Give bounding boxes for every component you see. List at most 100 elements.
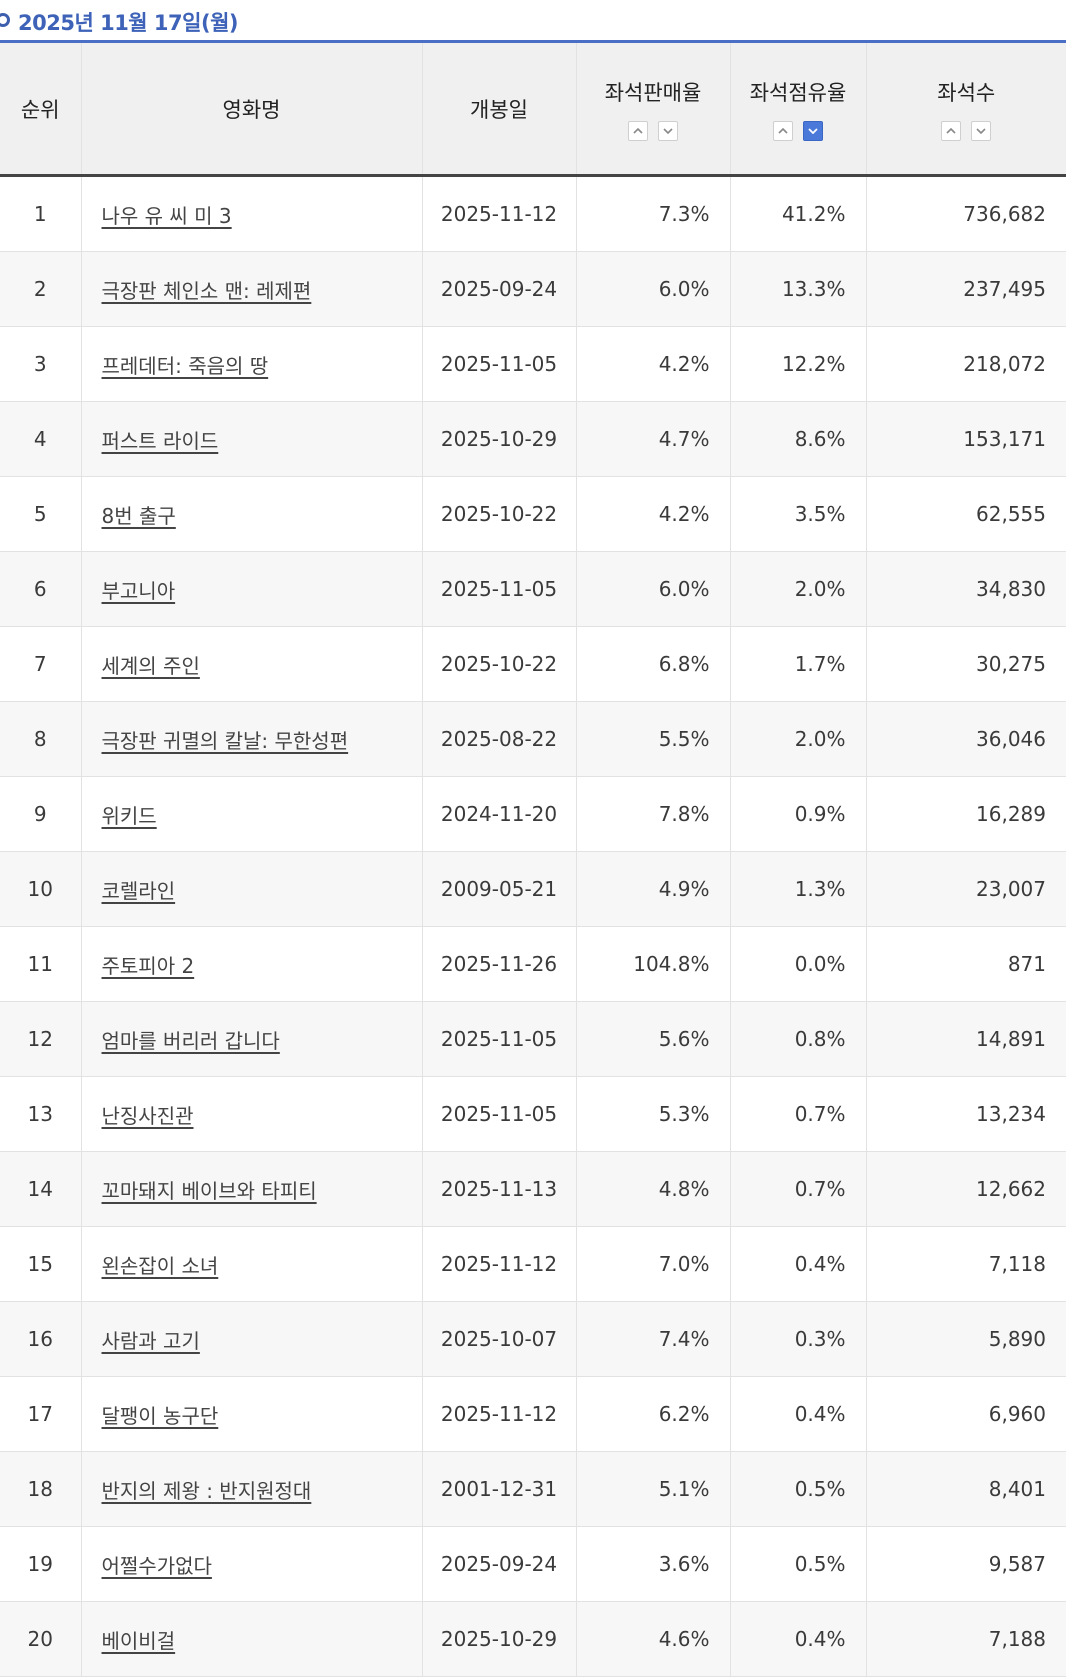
share-rate-cell: 3.5%: [730, 477, 866, 552]
movie-title-link[interactable]: 부고니아: [102, 579, 176, 603]
seats-cell: 7,188: [866, 1602, 1066, 1677]
sales-rate-cell: 4.2%: [576, 477, 730, 552]
share-rate-cell: 1.7%: [730, 627, 866, 702]
movie-title-link[interactable]: 프레데터: 죽음의 땅: [102, 354, 269, 378]
sales-rate-cell: 6.0%: [576, 252, 730, 327]
movie-title-link[interactable]: 베이비걸: [102, 1629, 176, 1653]
seats-cell: 13,234: [866, 1077, 1066, 1152]
rank-cell: 15: [0, 1227, 81, 1302]
share-rate-cell: 0.4%: [730, 1377, 866, 1452]
movie-title-link[interactable]: 사람과 고기: [102, 1329, 200, 1353]
column-label: 순위: [0, 94, 81, 124]
release-date-cell: 2025-11-26: [422, 927, 576, 1002]
sort-asc-button[interactable]: [628, 121, 648, 141]
date-header: 2025년 11월 17일(월): [0, 0, 1066, 40]
share-rate-cell: 41.2%: [730, 176, 866, 252]
share-rate-cell: 12.2%: [730, 327, 866, 402]
share-rate-cell: 0.4%: [730, 1227, 866, 1302]
movie-title-link[interactable]: 8번 출구: [102, 504, 176, 528]
movie-title-link[interactable]: 꼬마돼지 베이브와 타피티: [102, 1179, 317, 1203]
release-date-cell: 2025-11-05: [422, 552, 576, 627]
sales-rate-cell: 6.8%: [576, 627, 730, 702]
rank-cell: 12: [0, 1002, 81, 1077]
movie-title-link[interactable]: 주토피아 2: [102, 954, 195, 978]
seats-cell: 6,960: [866, 1377, 1066, 1452]
share-rate-cell: 0.5%: [730, 1527, 866, 1602]
title-cell: 8번 출구: [81, 477, 422, 552]
sort-asc-button[interactable]: [773, 121, 793, 141]
sales-rate-cell: 4.6%: [576, 1602, 730, 1677]
sales-rate-cell: 7.4%: [576, 1302, 730, 1377]
share-rate-cell: 1.3%: [730, 852, 866, 927]
title-cell: 나우 유 씨 미 3: [81, 176, 422, 252]
chevron-up-icon: [946, 128, 956, 134]
movie-title-link[interactable]: 왼손잡이 소녀: [102, 1254, 219, 1278]
movie-title-link[interactable]: 극장판 귀멸의 칼날: 무한성편: [102, 729, 349, 753]
rank-cell: 7: [0, 627, 81, 702]
movie-title-link[interactable]: 코렐라인: [102, 879, 176, 903]
release-date-cell: 2025-11-12: [422, 1227, 576, 1302]
rank-cell: 4: [0, 402, 81, 477]
sort-controls: [731, 121, 866, 141]
title-cell: 프레데터: 죽음의 땅: [81, 327, 422, 402]
rank-cell: 18: [0, 1452, 81, 1527]
rank-cell: 20: [0, 1602, 81, 1677]
share-rate-cell: 13.3%: [730, 252, 866, 327]
title-cell: 사람과 고기: [81, 1302, 422, 1377]
rank-cell: 11: [0, 927, 81, 1002]
sales-rate-cell: 4.2%: [576, 327, 730, 402]
box-office-table: 순위 영화명 개봉일 좌석판매율 좌석점유율: [0, 43, 1066, 1677]
title-cell: 엄마를 버리러 갑니다: [81, 1002, 422, 1077]
seats-cell: 218,072: [866, 327, 1066, 402]
column-header-release: 개봉일: [422, 43, 576, 176]
movie-title-link[interactable]: 엄마를 버리러 갑니다: [102, 1029, 280, 1053]
movie-title-link[interactable]: 퍼스트 라이드: [102, 429, 219, 453]
movie-title-link[interactable]: 난징사진관: [102, 1104, 194, 1128]
title-cell: 반지의 제왕 : 반지원정대: [81, 1452, 422, 1527]
column-label: 좌석점유율: [731, 77, 866, 107]
seats-cell: 16,289: [866, 777, 1066, 852]
seats-cell: 9,587: [866, 1527, 1066, 1602]
sales-rate-cell: 6.0%: [576, 552, 730, 627]
seats-cell: 36,046: [866, 702, 1066, 777]
sales-rate-cell: 7.8%: [576, 777, 730, 852]
sort-desc-button[interactable]: [971, 121, 991, 141]
movie-title-link[interactable]: 세계의 주인: [102, 654, 200, 678]
movie-title-link[interactable]: 반지의 제왕 : 반지원정대: [102, 1479, 312, 1503]
chevron-up-icon: [633, 128, 643, 134]
share-rate-cell: 2.0%: [730, 552, 866, 627]
movie-title-link[interactable]: 달팽이 농구단: [102, 1404, 219, 1428]
sales-rate-cell: 7.0%: [576, 1227, 730, 1302]
rank-cell: 2: [0, 252, 81, 327]
movie-title-link[interactable]: 어쩔수가없다: [102, 1554, 212, 1578]
title-cell: 코렐라인: [81, 852, 422, 927]
movie-title-link[interactable]: 나우 유 씨 미 3: [102, 204, 232, 228]
column-label: 좌석수: [867, 77, 1066, 107]
rank-cell: 3: [0, 327, 81, 402]
movie-title-link[interactable]: 위키드: [102, 804, 157, 828]
release-date-cell: 2024-11-20: [422, 777, 576, 852]
sales-rate-cell: 5.6%: [576, 1002, 730, 1077]
release-date-cell: 2025-10-29: [422, 402, 576, 477]
movie-title-link[interactable]: 극장판 체인소 맨: 레제편: [102, 279, 312, 303]
title-cell: 주토피아 2: [81, 927, 422, 1002]
column-header-title: 영화명: [81, 43, 422, 176]
rank-cell: 14: [0, 1152, 81, 1227]
sort-desc-button-active[interactable]: [803, 121, 823, 141]
sales-rate-cell: 7.3%: [576, 176, 730, 252]
column-label: 좌석판매율: [577, 77, 730, 107]
title-cell: 세계의 주인: [81, 627, 422, 702]
release-date-cell: 2025-10-22: [422, 477, 576, 552]
column-label: 개봉일: [423, 94, 576, 124]
sort-asc-button[interactable]: [941, 121, 961, 141]
sort-desc-button[interactable]: [658, 121, 678, 141]
